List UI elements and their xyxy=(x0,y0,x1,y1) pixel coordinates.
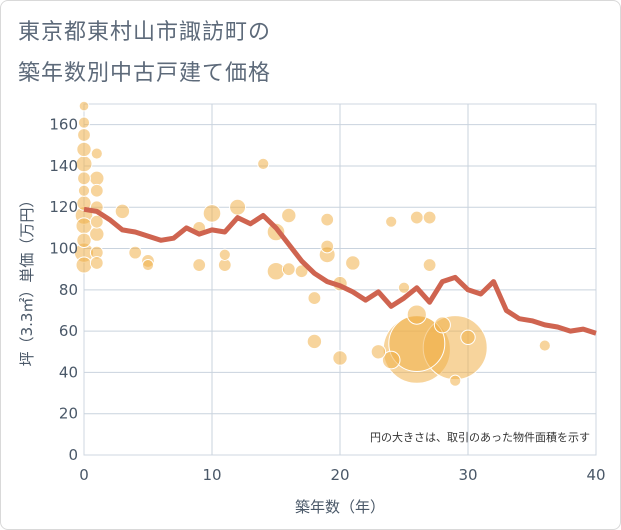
data-bubble xyxy=(320,239,335,254)
data-bubble xyxy=(370,344,387,360)
size-note: 円の大きさは、取引のあった物件面積を示す xyxy=(370,430,590,444)
y-tick-label: 120 xyxy=(49,198,78,216)
axis-ticks: 0 20 40 60 80 100 120 140 160 0 10 20 30 40 xyxy=(49,116,605,484)
data-bubble xyxy=(89,170,105,187)
chart-title-line2: 築年数別中古戸建て価格 xyxy=(18,61,272,86)
data-bubble xyxy=(257,157,270,170)
y-tick-label: 160 xyxy=(49,116,78,134)
data-bubble xyxy=(406,304,427,325)
data-bubble xyxy=(449,374,462,387)
data-bubble xyxy=(89,214,104,229)
data-bubble xyxy=(90,147,103,160)
data-bubble xyxy=(381,350,401,370)
data-bubble xyxy=(77,116,91,129)
data-bubble xyxy=(76,232,92,248)
data-bubble xyxy=(75,256,93,274)
data-bubble xyxy=(218,248,231,261)
data-bubble xyxy=(77,184,91,197)
data-bubble xyxy=(141,258,155,272)
y-tick-label: 0 xyxy=(68,446,78,464)
data-bubble xyxy=(202,204,222,223)
data-bubble xyxy=(385,215,398,228)
data-bubble xyxy=(89,226,105,242)
data-bubble xyxy=(77,128,91,142)
x-tick-label: 30 xyxy=(458,466,477,484)
data-bubble xyxy=(433,316,451,334)
data-bubble xyxy=(192,258,207,272)
data-bubble xyxy=(128,245,143,260)
data-bubble xyxy=(89,256,104,270)
x-tick-label: 20 xyxy=(330,466,349,484)
data-bubble xyxy=(266,261,286,281)
data-bubble xyxy=(281,207,297,224)
data-bubble xyxy=(77,171,91,186)
trend-line xyxy=(83,206,597,336)
data-bubble xyxy=(89,183,104,198)
y-tick-label: 20 xyxy=(59,405,78,423)
x-tick-label: 0 xyxy=(79,466,89,484)
y-tick-label: 100 xyxy=(49,240,78,258)
data-bubble xyxy=(306,333,323,350)
data-bubble xyxy=(75,155,93,173)
data-bubble xyxy=(294,264,309,279)
data-bubble xyxy=(409,210,424,225)
data-bubble xyxy=(422,258,437,272)
data-bubble xyxy=(229,198,247,216)
chart-title-line1: 東京都東村山市諏訪町の xyxy=(18,20,272,45)
data-bubble xyxy=(345,255,361,271)
data-bubble xyxy=(307,291,322,305)
x-axis-label: 築年数（年） xyxy=(295,498,385,516)
y-tick-label: 80 xyxy=(59,281,78,299)
data-bubble xyxy=(320,212,335,227)
data-bubble xyxy=(460,329,476,346)
bubble-layer xyxy=(73,100,551,387)
data-bubble xyxy=(397,281,411,294)
x-tick-label: 40 xyxy=(586,466,605,484)
data-bubble xyxy=(332,350,348,366)
data-bubble xyxy=(114,203,131,220)
y-axis-label: 坪（3.3㎡）単価（万円） xyxy=(18,193,36,367)
y-tick-label: 140 xyxy=(49,157,78,175)
y-tick-label: 60 xyxy=(59,322,78,340)
data-bubble xyxy=(422,210,437,225)
data-bubble xyxy=(281,262,296,277)
x-tick-label: 10 xyxy=(202,466,221,484)
data-bubble xyxy=(538,339,551,352)
data-bubble xyxy=(76,141,92,158)
data-bubble xyxy=(78,100,90,112)
y-tick-label: 40 xyxy=(59,363,78,381)
